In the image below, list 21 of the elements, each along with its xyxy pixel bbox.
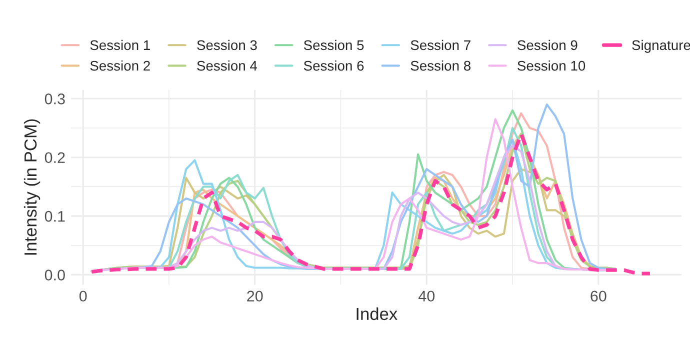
- x-tick-label: 20: [247, 290, 263, 302]
- y-axis-title: Intensity (in PCM): [24, 119, 40, 255]
- legend-label: Session 7: [410, 40, 470, 50]
- legend-label: Session 10: [518, 60, 586, 71]
- text: 0.0: [44, 270, 65, 280]
- legend-label: Signature: [632, 40, 690, 53]
- legend-label: Session 4: [197, 60, 258, 71]
- legend-label: Session 3: [197, 40, 257, 50]
- x-axis-title: Index: [356, 307, 398, 320]
- x-tick-label: 40: [418, 290, 435, 302]
- legend-label: Session 5: [304, 40, 364, 50]
- legend-label: Session 1: [90, 40, 150, 50]
- x-tick-label: 0: [79, 290, 87, 302]
- x-tick-label: 60: [590, 290, 606, 302]
- y-tick-label: 0.1: [44, 210, 65, 222]
- legend-label: Session 9: [518, 40, 578, 50]
- y-tick-label: 0.3: [44, 94, 65, 104]
- legend-label: Session 2: [90, 60, 150, 71]
- legend-label: Session 6: [304, 60, 364, 71]
- y-tick-label: 0.2: [44, 152, 65, 164]
- legend-label: Session 8: [410, 60, 470, 71]
